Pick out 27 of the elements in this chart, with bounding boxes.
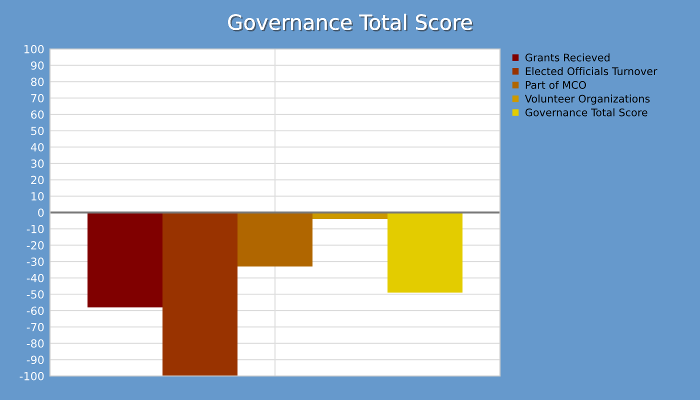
y-tick-label: 50 (31, 126, 44, 136)
y-tick-label: 20 (31, 176, 44, 184)
y-tick-label: 10 (32, 192, 44, 201)
legend-label: Volunteer Organizations (524, 94, 650, 105)
legend-label: Governance Total Score (525, 108, 648, 116)
y-tick-label: -60 (26, 306, 44, 315)
y-tick-label: -50 (26, 290, 44, 299)
y-tick-label: -90 (26, 356, 44, 364)
y-tick-label: 60 (31, 110, 44, 119)
y-tick-label: 40 (30, 143, 44, 152)
legend-label: Elected Officials Turnover (526, 67, 658, 76)
y-tick-label: 30 (31, 159, 44, 168)
legend-label: Grants Recieved (525, 53, 610, 62)
y-tick-label: -40 (26, 274, 44, 282)
y-tick-label: 0 (38, 208, 44, 217)
y-tick-label: -100 (20, 372, 44, 380)
y-tick-label: 100 (24, 44, 44, 54)
y-tick-label: -80 (26, 339, 44, 348)
y-tick-label: 70 (31, 94, 44, 102)
legend-label: Part of MCO (526, 80, 586, 89)
y-tick-label: -30 (26, 258, 44, 266)
y-tick-label: -20 (26, 241, 44, 250)
y-tick-label: 90 (31, 61, 44, 70)
y-tick-label: -70 (26, 322, 44, 332)
y-tick-label: 80 (31, 78, 44, 86)
y-tick-label: -10 (26, 224, 44, 234)
chart-title: Governance Total Score (228, 14, 474, 32)
